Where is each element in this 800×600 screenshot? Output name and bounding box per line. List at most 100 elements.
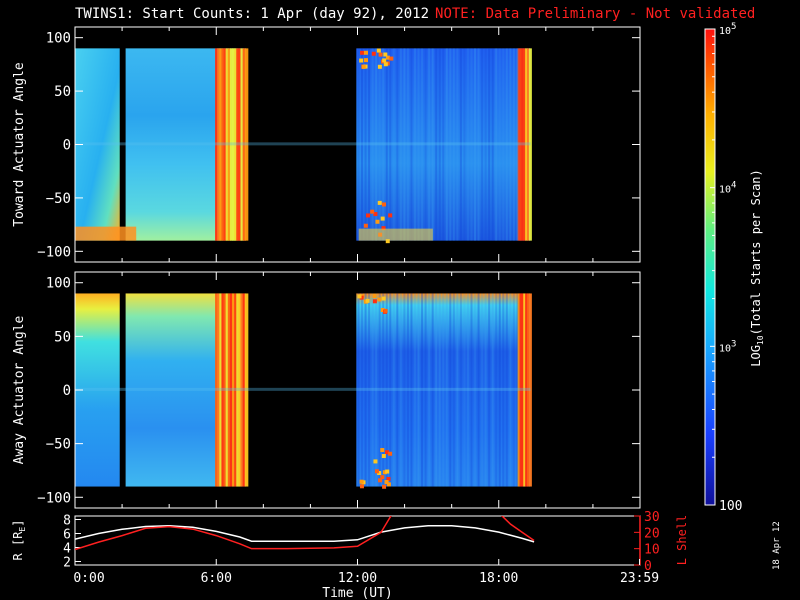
toward-edge-pixel <box>381 226 386 231</box>
toward-edge-pixel <box>363 223 368 228</box>
away-edge-pixel <box>386 482 391 487</box>
away-hot-stripe <box>519 293 523 487</box>
toward-texture-stripe <box>435 48 438 241</box>
away-ytick-label: 0 <box>63 383 71 399</box>
chart-title: TWINS1: Start Counts: 1 Apr (day 92), 20… <box>75 6 755 22</box>
toward-block-2 <box>356 48 531 241</box>
toward-texture-stripe <box>484 48 487 241</box>
toward-texture-stripe <box>452 48 455 241</box>
toward-edge-pixel <box>381 202 386 207</box>
away-edge-pixel <box>384 480 389 485</box>
away-hot-stripe <box>240 293 245 487</box>
lshell-ylabel: L Shell <box>675 515 689 566</box>
away-texture-stripe <box>445 293 448 487</box>
away-edge-pixel <box>374 469 379 474</box>
orbit-xtick-label: 6:00 <box>201 571 232 586</box>
toward-hot-stripe <box>232 48 236 241</box>
away-edge-pixel <box>386 476 391 481</box>
away-edge-pixel <box>372 299 377 304</box>
colorbar-tick-label: 105 <box>719 22 736 37</box>
toward-edge-pixel <box>380 216 385 221</box>
lshell-ytick-label: 10 <box>644 543 660 558</box>
away-edge-pixel <box>384 450 389 455</box>
toward-edge-pixel <box>363 58 368 63</box>
toward-texture-stripe <box>456 48 459 241</box>
lshell-ytick-label: 0 <box>644 559 652 574</box>
away-texture-stripe <box>474 293 477 487</box>
away-texture-stripe <box>421 293 424 487</box>
away-hot-stripe <box>221 293 226 487</box>
away-edge-pixel <box>381 454 386 459</box>
toward-edge-pixel <box>363 50 368 55</box>
away-hot-stripe <box>521 293 525 487</box>
toward-texture-stripe <box>428 48 431 241</box>
away-edge-pixel <box>383 308 388 313</box>
away-texture-stripe <box>385 293 388 487</box>
toward-edge-pixel <box>373 212 378 217</box>
away-ytick-label: −100 <box>37 490 71 506</box>
toward-hot-stripe <box>523 48 527 241</box>
toward-edge-pixel <box>385 239 390 244</box>
away-edge-pixel <box>388 451 393 456</box>
r-ytick-label: 4 <box>63 542 71 557</box>
toward-hot-stripe <box>528 48 532 241</box>
toward-hot-stripe <box>221 48 226 241</box>
away-edge-pixel <box>359 479 364 484</box>
lshell-series-line <box>75 516 535 551</box>
toward-texture-stripe <box>477 48 480 241</box>
away-edge-pixel <box>378 478 383 483</box>
away-texture-stripe <box>491 293 494 487</box>
toward-edge-pixel <box>378 52 383 57</box>
toward-texture-stripe <box>481 48 484 241</box>
away-ytick-label: 100 <box>46 276 71 292</box>
away-texture-stripe <box>371 293 374 487</box>
away-texture-stripe <box>442 293 445 487</box>
away-texture-stripe <box>428 293 431 487</box>
orbit-xtick-label: 23:59 <box>620 571 659 586</box>
away-hot-stripe <box>217 293 221 487</box>
away-texture-stripe <box>481 293 484 487</box>
toward-texture-stripe <box>474 48 477 241</box>
away-texture-stripe <box>364 293 367 487</box>
toward-texture-stripe <box>431 48 434 241</box>
away-edge-pixel <box>382 484 387 489</box>
toward-texture-stripe <box>364 48 367 241</box>
away-hot-stripe <box>525 293 529 487</box>
away-texture-stripe <box>410 293 413 487</box>
away-edge-pixel <box>359 484 364 489</box>
away-texture-stripe <box>495 293 498 487</box>
away-ytick-label: 50 <box>54 329 71 345</box>
r-ylabel: R [RE] <box>11 520 27 561</box>
toward-edge-pixel <box>375 219 380 224</box>
toward-zero-band <box>75 142 531 146</box>
toward-hot-stripe <box>236 48 240 241</box>
away-texture-stripe <box>375 293 378 487</box>
away-texture-stripe <box>361 293 364 487</box>
toward-texture-stripe <box>406 48 409 241</box>
toward-texture-stripe <box>378 48 381 241</box>
away-texture-stripe <box>399 293 402 487</box>
r-ytick-label: 2 <box>63 556 71 571</box>
toward-texture-stripe <box>389 48 392 241</box>
away-hot-stripe <box>242 293 247 487</box>
toward-texture-stripe <box>505 48 508 241</box>
away-texture-stripe <box>459 293 462 487</box>
toward-texture-stripe <box>417 48 420 241</box>
toward-texture-stripe <box>466 48 469 241</box>
away-hot-stripe <box>523 293 527 487</box>
toward-edge-pixel <box>376 48 381 53</box>
colorbar-tick-label: 103 <box>719 339 736 354</box>
toward-texture-stripe <box>371 48 374 241</box>
away-edge-pixel <box>372 293 377 298</box>
toward-hot-stripe <box>242 48 247 241</box>
away-edge-pixel <box>365 298 370 303</box>
toward-texture-stripe <box>498 48 501 241</box>
toward-hot-stripe <box>219 48 223 241</box>
toward-texture-stripe <box>502 48 505 241</box>
toward-hot-stripe <box>525 48 529 241</box>
away-texture-stripe <box>368 293 371 487</box>
away-edge-pixel <box>357 294 362 299</box>
toward-edge-pixel <box>385 55 390 60</box>
toward-hot-stripe <box>238 48 242 241</box>
toward-hot-stripe <box>227 48 232 241</box>
